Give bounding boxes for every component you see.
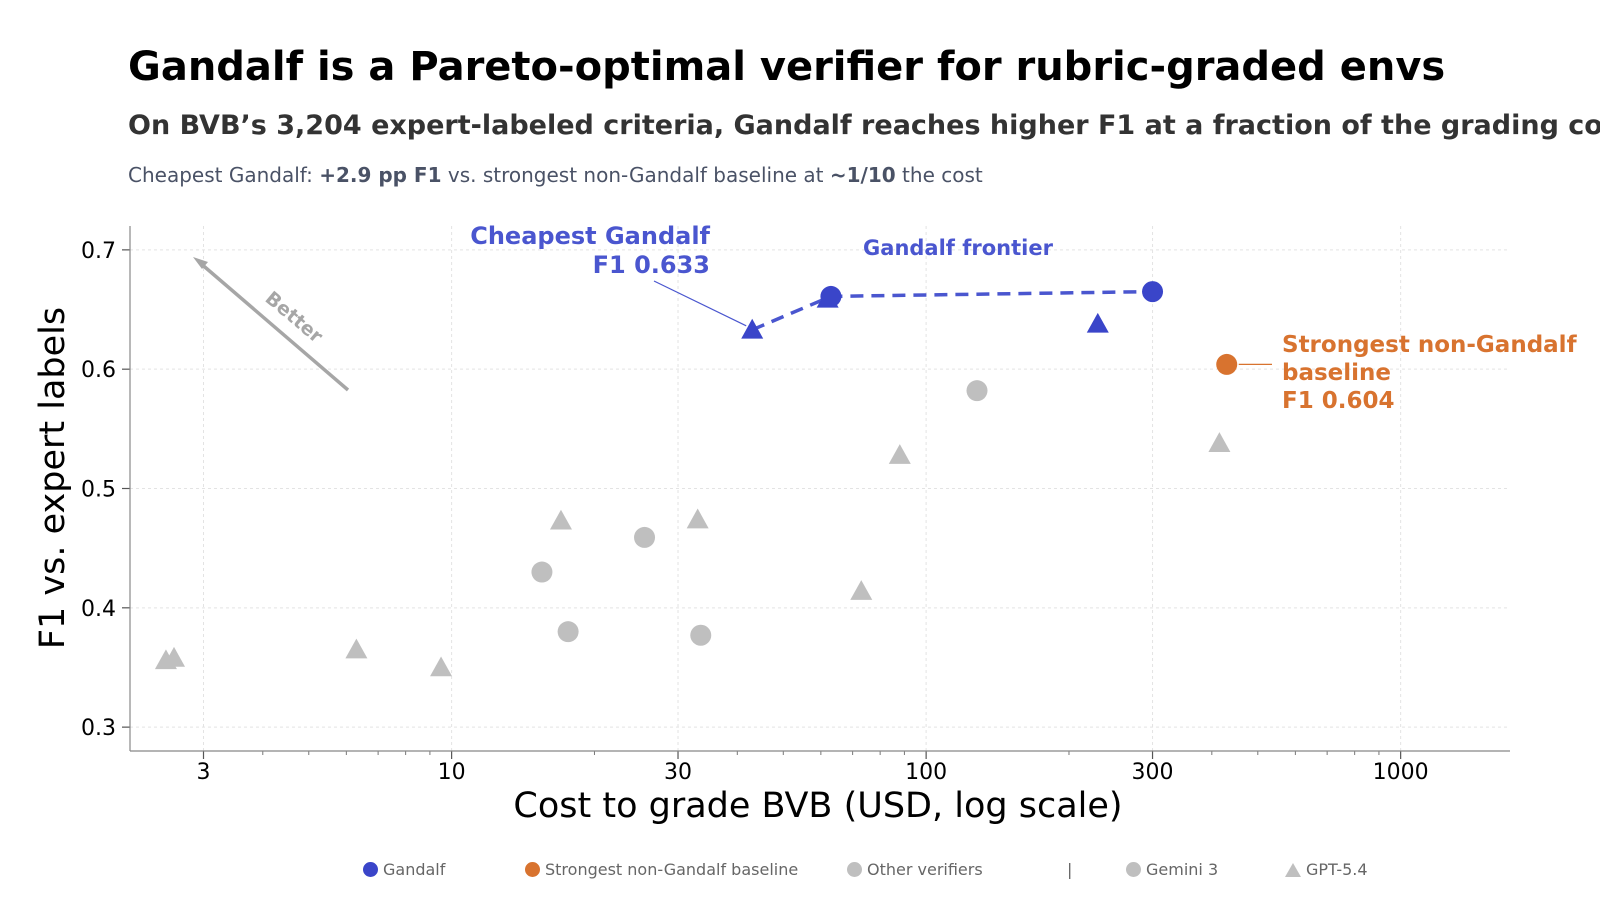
other-verifier-point-triangle [430,656,453,677]
other-verifier-point-triangle [549,509,572,530]
x-tick-label: 1000 [1373,760,1429,785]
frontier-label: Gandalf frontier [863,236,1054,260]
legend-baseline-label: Strongest non-Gandalf baseline [545,860,799,879]
legend-item-baseline: Strongest non-Gandalf baseline [525,860,798,879]
y-axis-label: F1 vs. expert labels [33,307,73,649]
y-tick-label: 0.6 [81,358,116,383]
gandalf-point-circle [1142,281,1164,303]
headline-stat: Cheapest Gandalf: +2.9 pp F1 vs. stronge… [128,163,983,187]
headline-delta: +2.9 pp F1 [319,163,442,187]
other-verifier-point-triangle [1208,432,1231,452]
x-tick-label: 30 [664,760,692,785]
grid-lines [130,226,1510,751]
y-tick-label: 0.4 [81,597,116,622]
x-tick-label: 10 [438,760,466,785]
x-axis-label: Cost to grade BVB (USD, log scale) [513,786,1122,826]
chart-subtitle: On BVB’s 3,204 expert-labeled criteria, … [128,110,1600,141]
baseline-label: baseline [1282,360,1391,386]
other-verifier-point-triangle [345,638,368,659]
axes [122,226,1510,759]
other-verifier-point-circle [966,380,988,402]
gandalf-point-triangle [1086,312,1109,333]
other-verifier-point-triangle [850,580,873,600]
legend-gandalf-marker [363,862,378,877]
headline-middle: vs. strongest non-Gandalf baseline at [441,163,830,187]
data-points [154,281,1238,677]
other-verifier-point-triangle [163,646,186,667]
headline-ratio: ~1/10 [829,163,896,187]
other-verifier-point-triangle [888,444,911,464]
better-arrow-head [193,257,208,269]
other-verifier-point-circle [557,621,579,643]
legend-separator: | [1067,860,1072,879]
better-arrow: Better [193,257,350,392]
chart-title: Gandalf is a Pareto-optimal verifier for… [128,44,1446,90]
legend-separator-text: | [1067,860,1073,879]
legend-item-gpt: GPT-5.4 [1285,860,1368,879]
legend-gpt-label: GPT-5.4 [1306,860,1368,879]
cheapest-gandalf-leader [653,280,747,327]
other-verifier-point-circle [531,561,553,583]
legend-gemini-marker [1126,862,1141,877]
cheapest-gandalf-label: F1 0.633 [593,251,710,279]
better-label: Better [261,287,328,348]
legend-other-label: Other verifiers [867,860,983,879]
headline-suffix: the cost [895,163,983,187]
y-tick-label: 0.7 [81,239,116,264]
baseline-point-circle [1216,353,1238,375]
legend-other-marker [847,862,862,877]
x-tick-label: 3 [197,760,211,785]
other-verifier-point-circle [690,624,712,646]
cheapest-gandalf-label: Cheapest Gandalf [470,222,710,250]
x-tick-label: 300 [1132,760,1174,785]
legend-item-gemini: Gemini 3 [1126,860,1218,879]
gandalf-point-triangle [741,318,764,339]
y-tick-label: 0.5 [81,478,116,503]
legend-baseline-marker [525,862,540,877]
legend: Gandalf Strongest non-Gandalf baseline O… [0,860,1600,890]
scatter-chart: 3 10 30 100 300 1000 0.3 0.4 0.5 0.6 0.7 Better Ga… [33,222,1578,826]
gandalf-point-circle [820,285,842,307]
other-verifier-point-circle [634,526,656,548]
tick-labels: 3 10 30 100 300 1000 0.3 0.4 0.5 0.6 0.7 [81,239,1429,785]
legend-gpt-marker [1285,862,1301,877]
legend-gemini-label: Gemini 3 [1146,860,1219,879]
legend-item-other: Other verifiers [847,860,983,879]
legend-gandalf-label: Gandalf [383,860,446,879]
x-tick-label: 100 [905,760,947,785]
headline-prefix: Cheapest Gandalf: [128,163,320,187]
baseline-label: Strongest non-Gandalf [1282,332,1578,358]
legend-item-gandalf: Gandalf [363,860,445,879]
other-verifier-point-triangle [686,508,709,529]
better-arrow-shaft [197,260,350,392]
y-tick-label: 0.3 [81,716,116,741]
baseline-label: F1 0.604 [1282,388,1394,414]
